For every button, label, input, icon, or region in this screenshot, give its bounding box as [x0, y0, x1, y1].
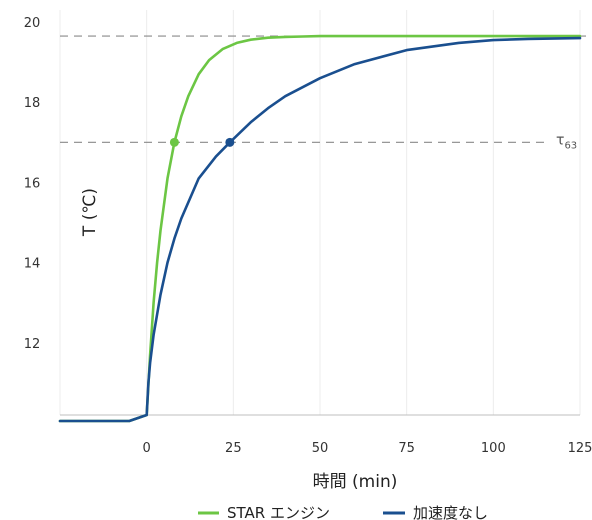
y-axis-title: T (℃) [80, 188, 100, 237]
legend-label-no-accel: 加速度なし [413, 504, 488, 520]
series-lines [58, 34, 582, 423]
y-tick-labels: 12 14 16 18 20 [24, 16, 41, 352]
y-tick-label-18: 18 [24, 96, 41, 111]
reference-lines [60, 35, 590, 143]
x-tick-label-50: 50 [312, 441, 329, 456]
legend-label-star: STAR エンジン [227, 504, 330, 520]
legend: STAR エンジン 加速度なし [198, 504, 488, 520]
marker-point-0 [169, 137, 179, 147]
series-markers [169, 137, 235, 147]
x-tick-label-100: 100 [481, 441, 506, 456]
y-tick-label-12: 12 [24, 337, 41, 352]
x-tick-label-25: 25 [225, 441, 242, 456]
tau-symbol: τ [556, 132, 564, 148]
tau63-annotation: τ63 [556, 132, 577, 151]
x-tick-label-0: 0 [143, 441, 151, 456]
y-tick-label-16: 16 [24, 176, 41, 191]
grid-lines [59, 10, 581, 416]
y-tick-label-20: 20 [24, 16, 41, 31]
x-tick-label-75: 75 [398, 441, 415, 456]
series-line-0 [58, 34, 582, 423]
x-tick-labels: 0 25 50 75 100 125 [143, 441, 592, 456]
y-tick-label-14: 14 [24, 257, 41, 272]
series-line-1 [58, 36, 582, 423]
marker-point-1 [225, 137, 235, 147]
tau-subscript: 63 [564, 140, 577, 151]
x-axis-title: 時間 (min) [313, 472, 398, 492]
x-tick-label-125: 125 [568, 441, 592, 456]
